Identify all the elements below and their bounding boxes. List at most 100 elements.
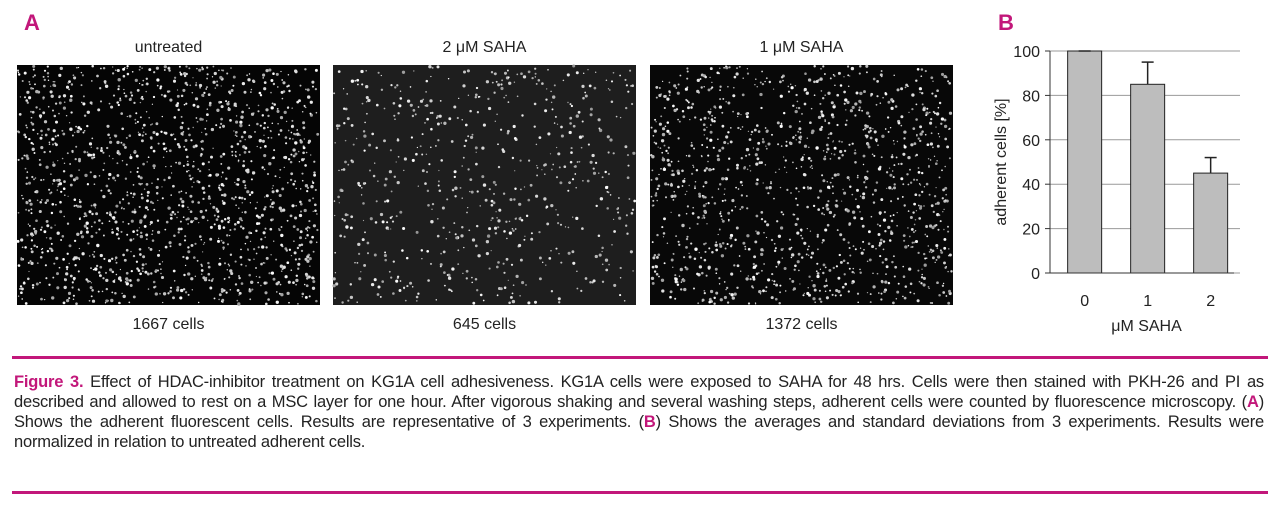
cell-dot xyxy=(736,112,740,115)
cell-dot xyxy=(663,166,665,169)
cell-dot xyxy=(341,169,343,171)
cell-dot xyxy=(223,289,226,292)
cell-dot xyxy=(787,90,791,93)
cell-dot xyxy=(519,258,523,262)
cell-dot xyxy=(69,183,73,187)
cell-dot xyxy=(655,142,658,145)
cell-dot xyxy=(390,276,393,279)
cell-dot xyxy=(572,216,574,218)
cell-dot xyxy=(192,77,194,79)
caption-text: ) Shows the adherent fluorescent cells. … xyxy=(14,393,1264,431)
cell-dot xyxy=(837,276,841,280)
cell-dot xyxy=(85,230,89,234)
cell-dot xyxy=(243,130,247,134)
cell-dot xyxy=(501,79,504,82)
cell-dot xyxy=(909,181,913,184)
cell-dot xyxy=(350,215,354,219)
cell-dot xyxy=(243,151,247,154)
cell-dot xyxy=(133,208,136,211)
cell-dot xyxy=(142,162,145,166)
cell-dot xyxy=(107,133,110,137)
cell-dot xyxy=(250,112,255,116)
cell-dot xyxy=(250,191,254,194)
cell-dot xyxy=(271,190,275,194)
cell-dot xyxy=(78,247,81,250)
cell-dot xyxy=(514,170,516,172)
cell-dot xyxy=(217,224,221,228)
cell-dot xyxy=(227,107,231,112)
cell-dot xyxy=(396,138,400,142)
cell-dot xyxy=(559,181,563,185)
cell-dot xyxy=(129,279,132,282)
cell-dot xyxy=(677,137,680,140)
cell-dot xyxy=(945,295,948,297)
cell-dot xyxy=(202,276,206,280)
cell-dot xyxy=(824,266,827,269)
cell-dot xyxy=(52,129,56,133)
cell-dot xyxy=(704,75,707,79)
cell-dot xyxy=(534,67,537,70)
cell-dot xyxy=(864,186,868,189)
cell-dot xyxy=(500,83,503,86)
cell-dot xyxy=(69,127,73,131)
cell-dot xyxy=(262,73,266,77)
cell-dot xyxy=(919,184,922,186)
cell-dot xyxy=(558,253,560,255)
cell-dot xyxy=(261,139,265,143)
cell-dot xyxy=(576,161,579,163)
cell-dot xyxy=(244,186,247,190)
cell-dot xyxy=(354,262,356,264)
cell-dot xyxy=(666,158,670,162)
cell-dot xyxy=(192,126,194,129)
cell-dot xyxy=(221,200,224,202)
cell-dot xyxy=(660,115,663,118)
cell-dot xyxy=(116,140,120,145)
cell-dot xyxy=(132,295,136,299)
cell-dot xyxy=(865,136,868,139)
cell-dot xyxy=(156,84,159,87)
cell-dot xyxy=(538,230,541,234)
cell-dot xyxy=(789,141,793,146)
cell-dot xyxy=(884,128,887,130)
cell-dot xyxy=(903,239,906,242)
cell-dot xyxy=(755,272,759,276)
cell-dot xyxy=(26,90,30,94)
cell-dot xyxy=(688,255,692,259)
cell-dot xyxy=(731,296,735,300)
cell-dot xyxy=(116,149,120,153)
cell-dot xyxy=(771,279,774,282)
cell-dot xyxy=(68,88,70,91)
cell-dot xyxy=(267,136,270,139)
cell-dot xyxy=(503,230,506,233)
cell-dot xyxy=(690,242,693,245)
cell-dot xyxy=(110,105,114,109)
cell-dot xyxy=(865,64,869,68)
cell-dot xyxy=(727,101,731,105)
cell-dot xyxy=(661,289,665,293)
cell-dot xyxy=(49,150,52,153)
cell-dot xyxy=(88,210,92,214)
cell-dot xyxy=(393,175,396,178)
cell-dot xyxy=(292,182,295,186)
cell-dot xyxy=(242,160,245,163)
cell-dot xyxy=(261,245,264,249)
cell-dot xyxy=(75,302,78,305)
cell-dot xyxy=(443,121,447,125)
cell-dot xyxy=(112,157,114,160)
cell-dot xyxy=(463,246,465,249)
cell-dot xyxy=(164,131,168,135)
cell-dot xyxy=(296,129,299,131)
cell-dot xyxy=(916,68,920,71)
cell-dot xyxy=(709,297,712,300)
cell-dot xyxy=(78,159,81,163)
cell-dot xyxy=(531,76,534,80)
cell-dot xyxy=(701,217,704,219)
cell-dot xyxy=(919,91,921,94)
cell-dot xyxy=(334,272,337,274)
cell-dot xyxy=(250,88,253,91)
cell-dot xyxy=(238,294,240,296)
cell-dot xyxy=(917,171,921,174)
cell-dot xyxy=(682,115,686,119)
cell-dot xyxy=(32,76,35,78)
cell-dot xyxy=(650,126,653,129)
